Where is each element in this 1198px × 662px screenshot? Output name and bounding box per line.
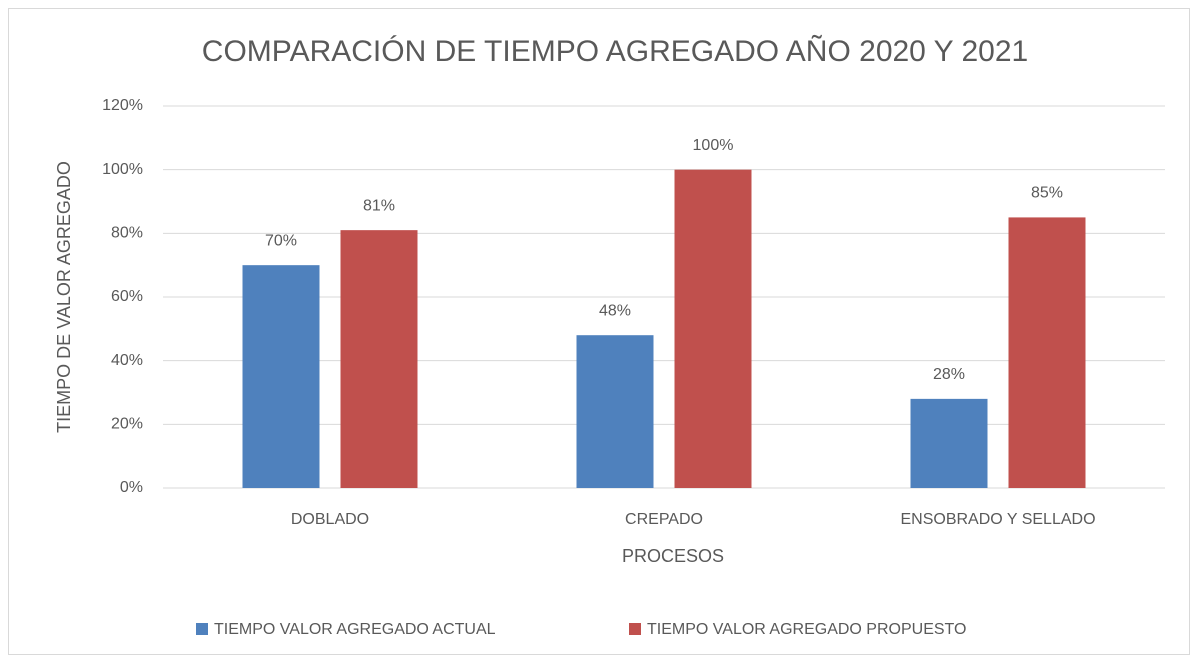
legend-swatch xyxy=(629,623,641,635)
bar xyxy=(242,265,320,488)
bar xyxy=(340,230,418,488)
bar xyxy=(576,335,654,488)
legend-swatch xyxy=(196,623,208,635)
y-axis-label: TIEMPO DE VALOR AGREGADO xyxy=(54,161,74,433)
y-tick-label: 0% xyxy=(120,479,143,496)
legend-label: TIEMPO VALOR AGREGADO ACTUAL xyxy=(214,621,496,638)
value-label: 85% xyxy=(1031,185,1063,202)
bar xyxy=(1008,217,1086,488)
value-label: 28% xyxy=(933,366,965,383)
value-label: 70% xyxy=(265,232,297,249)
y-tick-label: 100% xyxy=(102,161,143,178)
y-tick-label: 80% xyxy=(111,225,143,242)
value-label: 100% xyxy=(693,137,734,154)
x-tick-label: CREPADO xyxy=(625,511,703,528)
x-tick-label: DOBLADO xyxy=(291,511,369,528)
value-label: 48% xyxy=(599,302,631,319)
chart-border xyxy=(8,8,1190,655)
chart-title: COMPARACIÓN DE TIEMPO AGREGADO AÑO 2020 … xyxy=(202,34,1028,68)
bar xyxy=(674,169,752,488)
x-tick-label: ENSOBRADO Y SELLADO xyxy=(900,511,1095,528)
y-tick-label: 40% xyxy=(111,352,143,369)
x-axis-label: PROCESOS xyxy=(622,546,724,566)
y-tick-label: 120% xyxy=(102,97,143,114)
bar xyxy=(910,398,988,488)
value-label: 81% xyxy=(363,197,395,214)
y-tick-label: 60% xyxy=(111,288,143,305)
y-tick-label: 20% xyxy=(111,416,143,433)
legend-label: TIEMPO VALOR AGREGADO PROPUESTO xyxy=(647,621,966,638)
